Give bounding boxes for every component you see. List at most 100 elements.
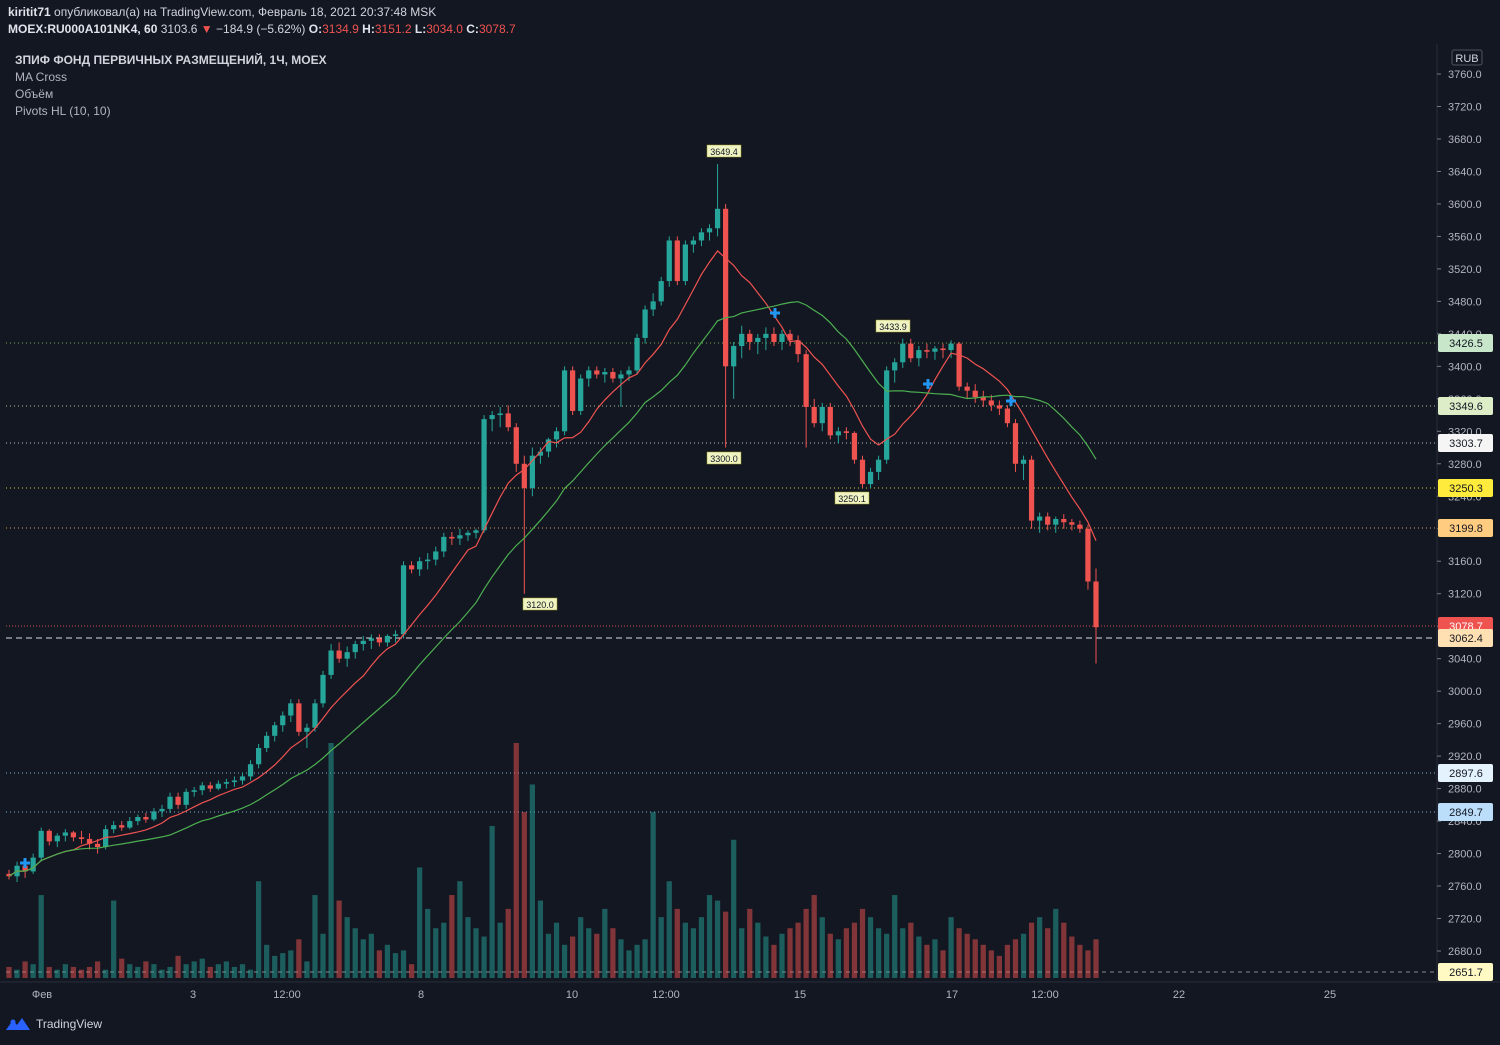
candle-body[interactable] [288, 703, 294, 716]
candle-body[interactable] [191, 790, 197, 792]
candle-body[interactable] [706, 228, 713, 233]
candle-body[interactable] [843, 431, 850, 433]
candle-body[interactable] [835, 431, 841, 436]
candle-body[interactable] [425, 559, 431, 562]
candle-body[interactable] [851, 432, 858, 460]
candle-body[interactable] [916, 350, 922, 359]
candle-body[interactable] [787, 333, 793, 341]
candle-body[interactable] [1077, 524, 1083, 529]
candle-body[interactable] [980, 397, 986, 401]
candle-body[interactable] [819, 406, 825, 424]
candle-body[interactable] [1085, 528, 1091, 582]
candle-body[interactable] [336, 650, 342, 659]
candle-body[interactable] [119, 825, 125, 828]
candle-body[interactable] [457, 535, 463, 539]
candle-body[interactable] [46, 830, 52, 842]
legend-ma-cross[interactable]: MA Cross [15, 70, 68, 84]
candle-body[interactable] [111, 825, 117, 830]
candle-body[interactable] [682, 244, 688, 282]
candle-body[interactable] [54, 835, 60, 842]
candle-body[interactable] [103, 829, 109, 848]
candle-body[interactable] [642, 309, 648, 338]
candle-body[interactable] [22, 865, 28, 872]
candle-body[interactable] [264, 735, 270, 748]
candle-body[interactable] [521, 463, 527, 489]
candle-body[interactable] [658, 281, 664, 302]
candle-body[interactable] [513, 427, 519, 464]
candle-body[interactable] [908, 343, 914, 359]
candle-body[interactable] [537, 451, 544, 456]
candle-body[interactable] [1045, 516, 1051, 525]
candle-body[interactable] [392, 634, 399, 636]
candle-body[interactable] [167, 796, 173, 809]
candle-body[interactable] [417, 561, 423, 570]
candle-body[interactable] [127, 821, 133, 828]
candle-body[interactable] [78, 837, 85, 839]
candle-body[interactable] [400, 565, 407, 635]
candle-body[interactable] [561, 370, 568, 432]
candle-body[interactable] [875, 459, 882, 472]
candle-body[interactable] [223, 782, 230, 784]
candle-body[interactable] [763, 333, 769, 338]
candle-body[interactable] [1069, 522, 1075, 525]
candle-body[interactable] [408, 565, 415, 570]
candle-body[interactable] [867, 471, 874, 485]
candle-body[interactable] [86, 838, 93, 844]
candle-body[interactable] [199, 785, 205, 791]
candle-body[interactable] [714, 208, 721, 229]
candle-body[interactable] [312, 703, 318, 728]
candle-body[interactable] [239, 776, 246, 781]
candle-body[interactable] [626, 370, 632, 375]
candle-body[interactable] [586, 370, 592, 379]
candle-body[interactable] [932, 348, 938, 352]
candle-body[interactable] [618, 374, 624, 379]
candle-body[interactable] [465, 532, 471, 536]
candle-body[interactable] [803, 354, 809, 407]
candle-body[interactable] [159, 808, 165, 812]
candle-body[interactable] [344, 652, 350, 659]
candle-body[interactable] [1093, 581, 1099, 628]
candle-body[interactable] [747, 333, 753, 342]
candle-body[interactable] [255, 747, 262, 765]
candle-body[interactable] [827, 406, 833, 436]
candle-body[interactable] [94, 843, 101, 848]
candle-body[interactable] [594, 370, 600, 375]
candle-body[interactable] [884, 370, 890, 460]
candle-body[interactable] [771, 333, 777, 342]
candle-body[interactable] [1004, 408, 1011, 424]
candle-body[interactable] [956, 343, 962, 387]
candle-body[interactable] [304, 727, 310, 732]
candle-body[interactable] [368, 638, 374, 641]
legend-title[interactable]: ЗПИФ ФОНД ПЕРВИЧНЫХ РАЗМЕЩЕНИЙ, 1Ч, MOEX [15, 53, 327, 67]
candle-body[interactable] [811, 406, 817, 424]
candle-body[interactable] [135, 817, 141, 822]
candle-body[interactable] [272, 725, 278, 736]
candle-body[interactable] [360, 640, 366, 645]
candle-body[interactable] [473, 530, 479, 533]
candle-body[interactable] [70, 832, 77, 838]
candle-body[interactable] [247, 764, 254, 777]
candle-body[interactable] [1028, 459, 1035, 521]
candle-body[interactable] [505, 413, 511, 428]
candle-body[interactable] [384, 635, 391, 643]
candle-body[interactable] [553, 431, 560, 440]
candle-body[interactable] [779, 333, 785, 342]
candle-body[interactable] [320, 674, 326, 704]
candle-body[interactable] [215, 783, 221, 789]
candle-body[interactable] [602, 372, 608, 375]
candle-body[interactable] [1020, 459, 1027, 464]
author-name[interactable]: kiritit71 [8, 5, 51, 19]
legend-volume[interactable]: Объём [15, 87, 54, 101]
candle-body[interactable] [1012, 423, 1019, 464]
candle-body[interactable] [755, 337, 761, 342]
candle-body[interactable] [892, 362, 898, 371]
candle-body[interactable] [6, 873, 12, 877]
candle-body[interactable] [722, 208, 729, 367]
candle-body[interactable] [940, 348, 946, 351]
candle-body[interactable] [30, 857, 36, 872]
candle-body[interactable] [38, 830, 44, 858]
candle-body[interactable] [1037, 516, 1043, 521]
candle-body[interactable] [231, 780, 238, 783]
candle-body[interactable] [924, 350, 930, 352]
